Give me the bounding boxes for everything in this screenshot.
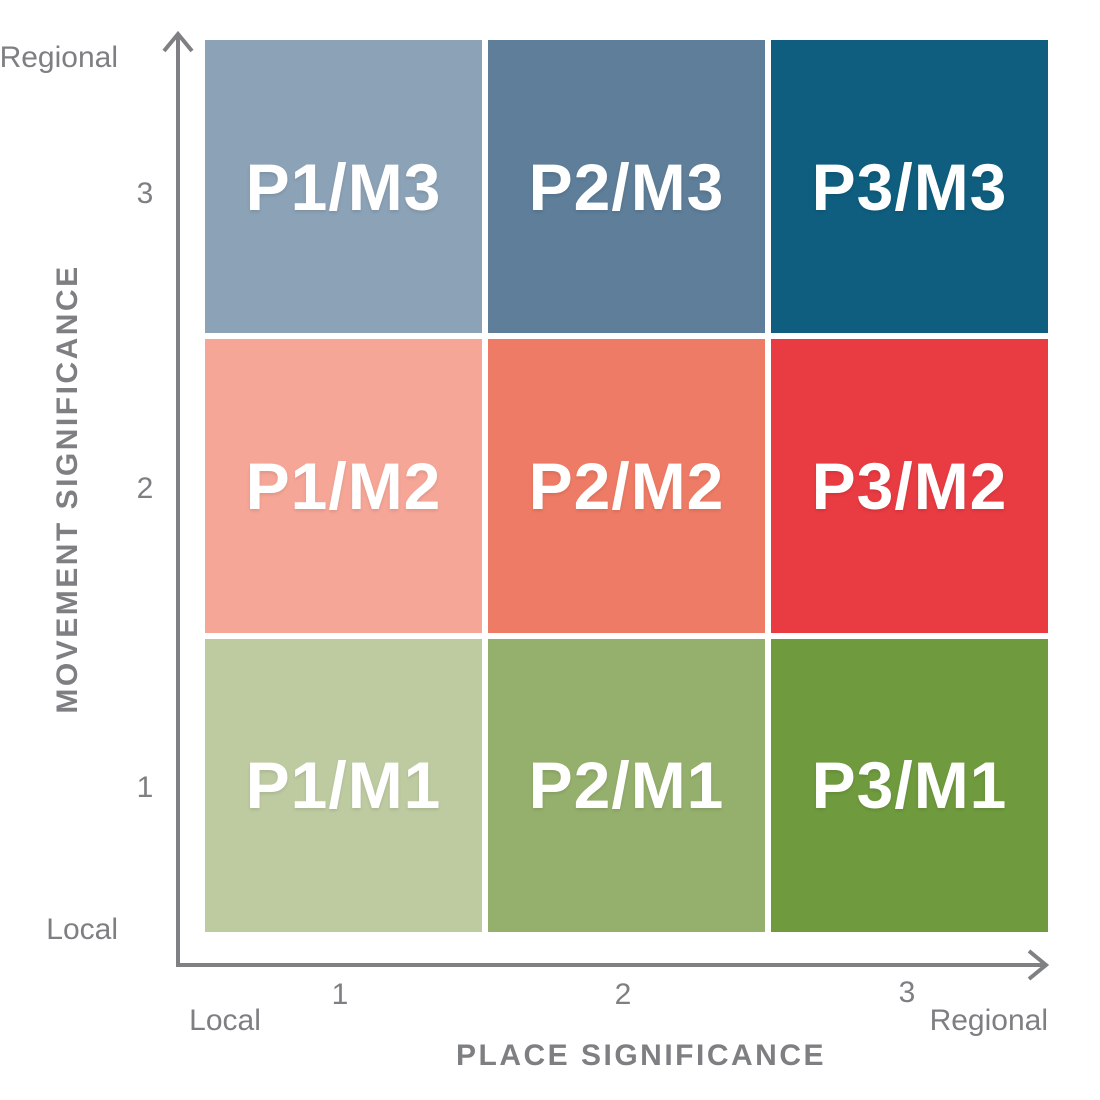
y-axis-tick-1: 1 bbox=[136, 771, 154, 804]
x-axis-left-label: Local bbox=[189, 1004, 261, 1037]
matrix-cell-p2-m2: P2/M2 bbox=[488, 339, 765, 633]
y-axis-title: MOVEMENT SIGNIFICANCE bbox=[51, 264, 84, 714]
y-axis-tick-2: 2 bbox=[136, 472, 154, 505]
matrix-cell-label-p2-m1: P2/M1 bbox=[528, 748, 725, 823]
matrix-cell-p2-m1: P2/M1 bbox=[488, 638, 765, 932]
matrix-cell-label-p3-m1: P3/M1 bbox=[811, 748, 1008, 823]
x-axis-tick-3: 3 bbox=[898, 976, 916, 1009]
matrix-cell-p3-m1: P3/M1 bbox=[771, 638, 1048, 932]
y-axis-bottom-label: Local bbox=[46, 913, 118, 946]
matrix-cell-label-p2-m2: P2/M2 bbox=[528, 448, 725, 523]
matrix-cell-p3-m2: P3/M2 bbox=[771, 339, 1048, 633]
matrix-cell-p2-m3: P2/M3 bbox=[488, 40, 765, 334]
matrix-cell-p1-m3: P1/M3 bbox=[205, 40, 482, 334]
matrix-cell-label-p2-m3: P2/M3 bbox=[528, 149, 725, 224]
y-axis-top-label: Regional bbox=[0, 41, 118, 74]
matrix-cell-label-p3-m2: P3/M2 bbox=[811, 448, 1008, 523]
x-axis-title: PLACE SIGNIFICANCE bbox=[455, 1039, 827, 1072]
y-axis-tick-3: 3 bbox=[136, 177, 154, 210]
x-axis-tick-1: 1 bbox=[331, 978, 349, 1011]
matrix-cell-p1-m2: P1/M2 bbox=[205, 339, 482, 633]
matrix-cell-label-p3-m3: P3/M3 bbox=[811, 149, 1008, 224]
matrix-cell-label-p1-m3: P1/M3 bbox=[245, 149, 442, 224]
x-axis-right-label: Regional bbox=[929, 1004, 1048, 1037]
x-axis-arrowhead-icon bbox=[1027, 949, 1050, 981]
matrix-grid: P1/M3 P2/M3 P3/M3 P1/M2 P2/M2 P3/M2 P1/M… bbox=[205, 40, 1048, 932]
matrix-cell-label-p1-m2: P1/M2 bbox=[245, 448, 442, 523]
matrix-cell-p3-m3: P3/M3 bbox=[771, 40, 1048, 334]
x-axis-tick-2: 2 bbox=[614, 978, 632, 1011]
y-axis-arrowhead-icon bbox=[162, 30, 194, 53]
matrix-cell-label-p1-m1: P1/M1 bbox=[245, 748, 442, 823]
matrix-cell-p1-m1: P1/M1 bbox=[205, 638, 482, 932]
